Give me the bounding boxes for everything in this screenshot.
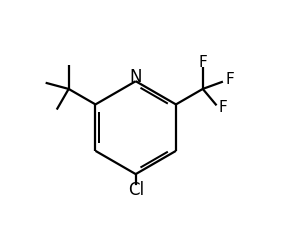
Text: Cl: Cl bbox=[128, 181, 144, 199]
Text: F: F bbox=[219, 100, 228, 115]
Text: F: F bbox=[225, 72, 234, 87]
Text: F: F bbox=[198, 55, 207, 70]
Text: N: N bbox=[130, 68, 142, 86]
